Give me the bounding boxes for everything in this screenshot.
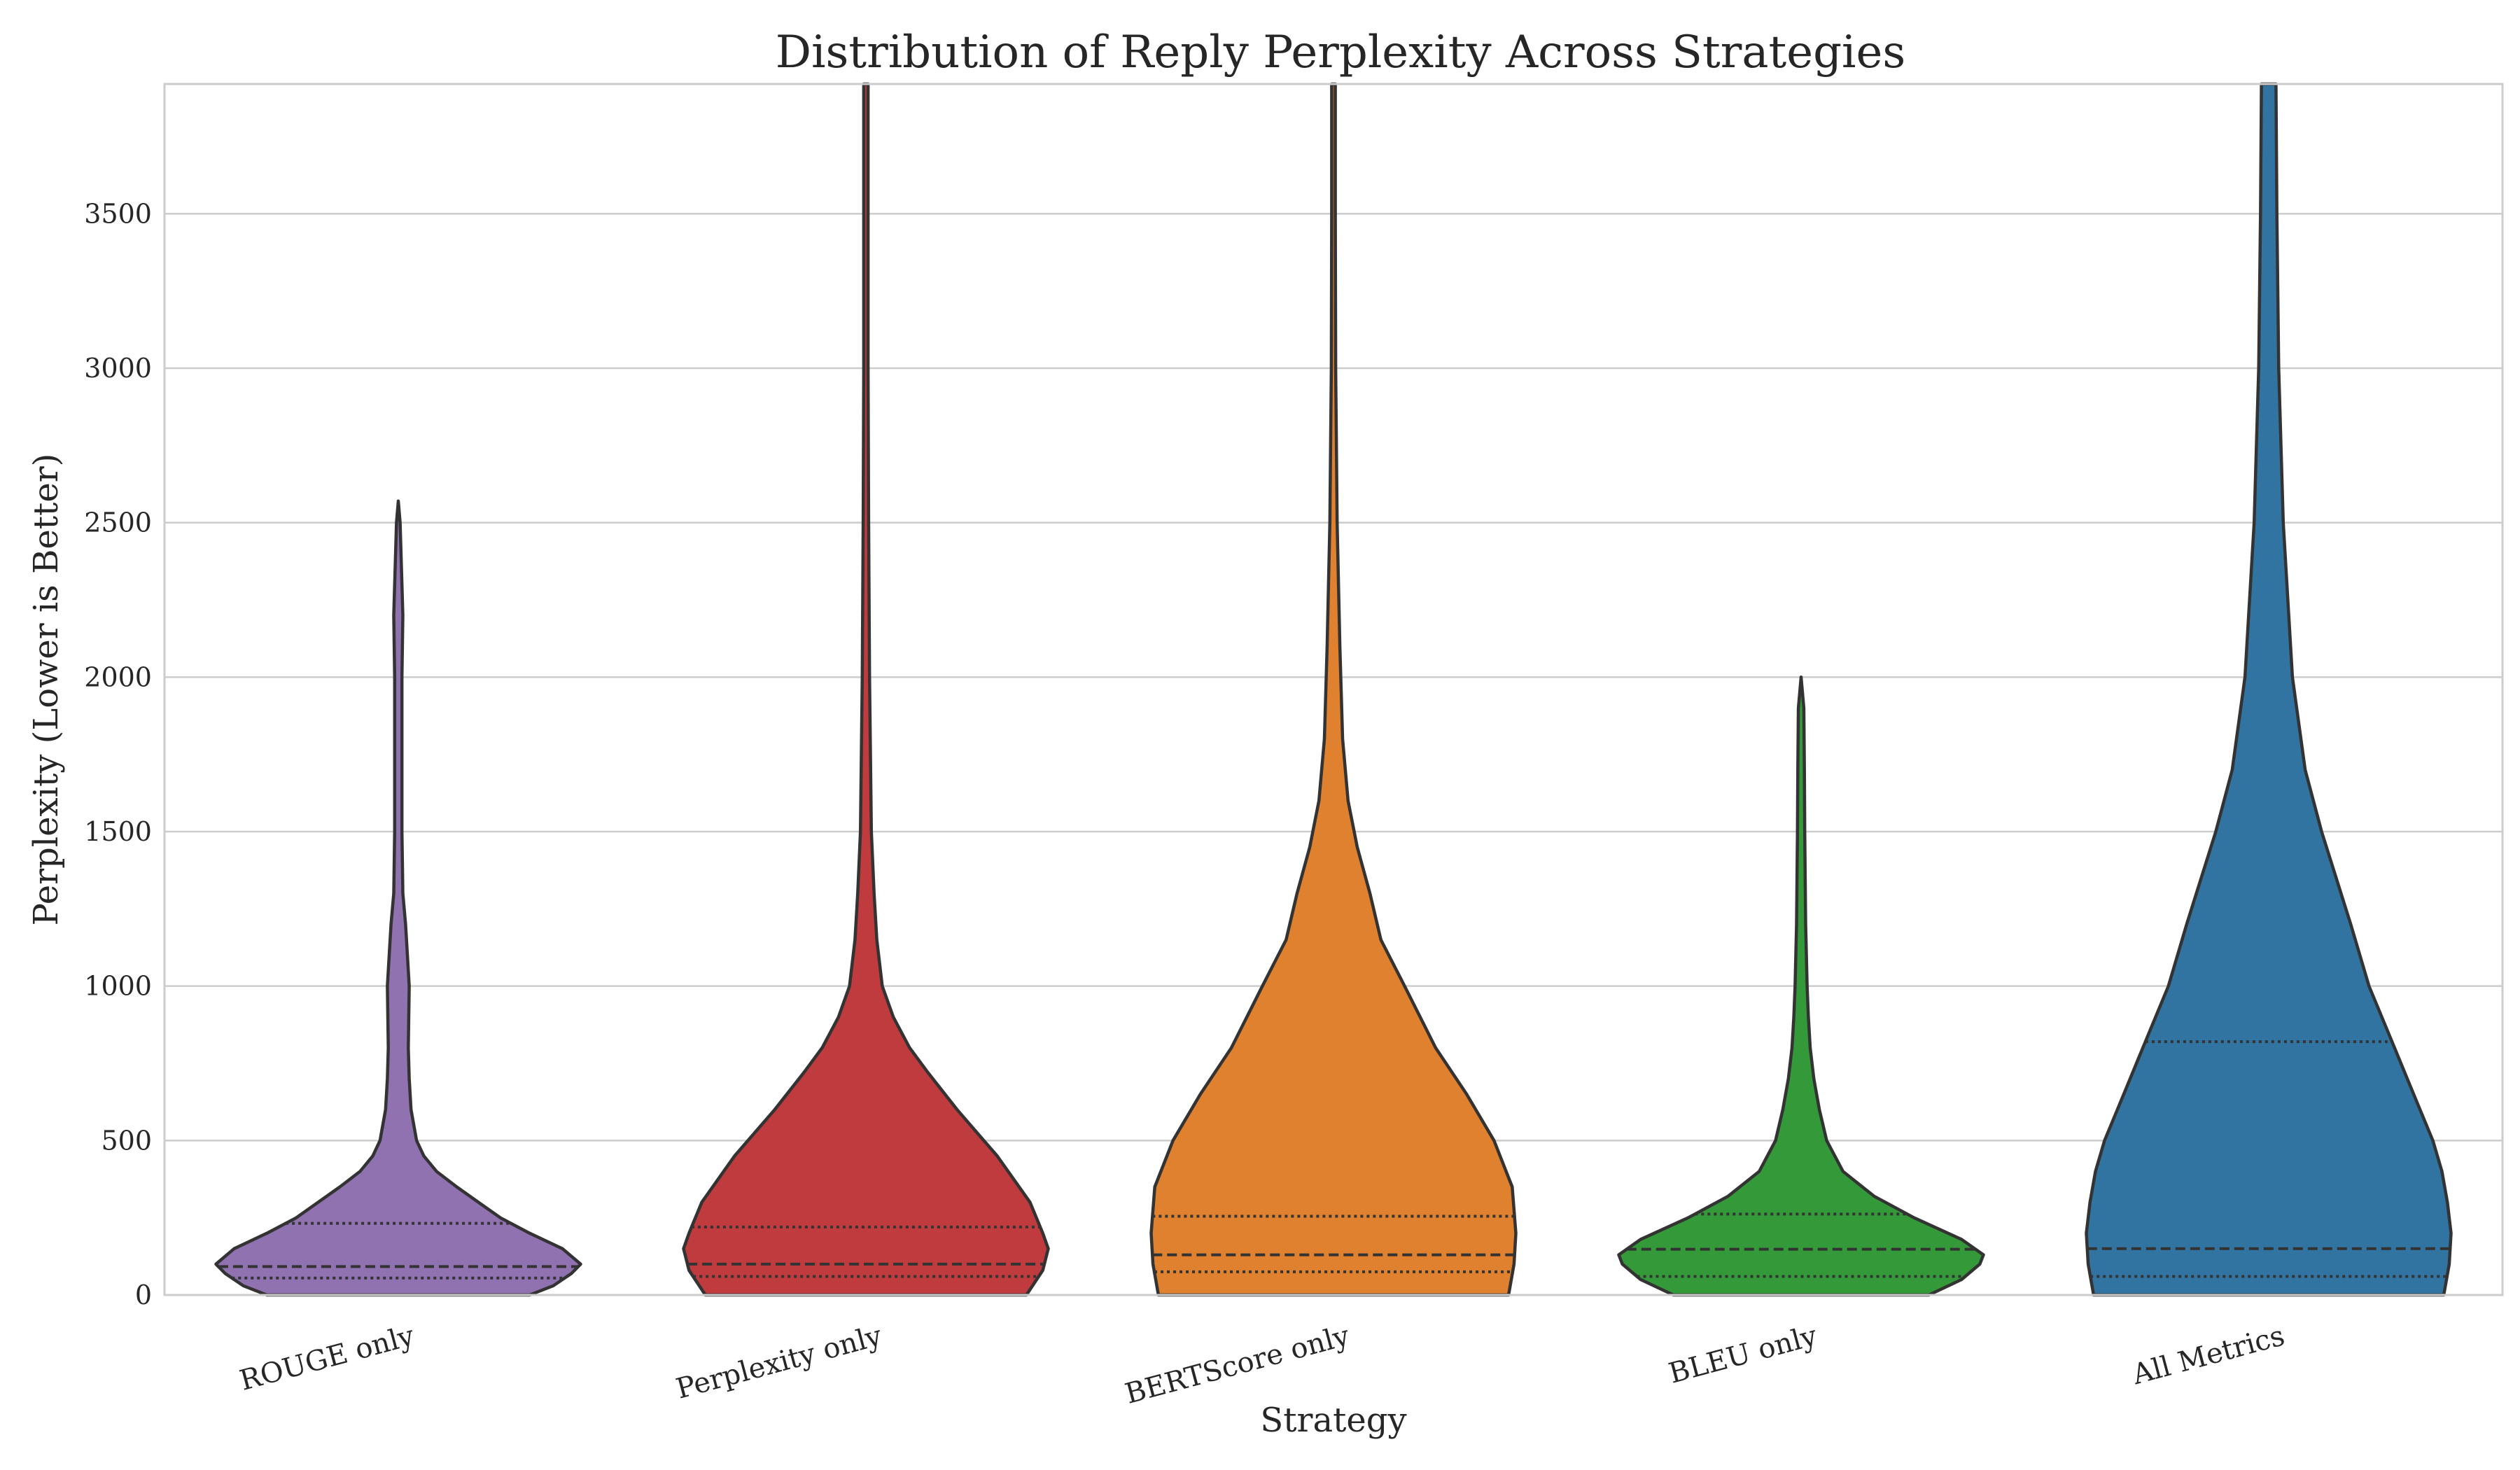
violin-group-bertscore-only	[1149, 82, 1518, 1297]
x-tick-label-all-metrics: All Metrics	[2129, 1320, 2288, 1391]
y-tick-label: 1000	[84, 971, 152, 1002]
y-tick-label: 3500	[84, 198, 152, 229]
violin-group-all-metrics	[2085, 82, 2453, 1297]
violin-rouge-only	[214, 499, 582, 1297]
violin-group-rouge-only	[214, 499, 582, 1297]
y-tick-label: 500	[101, 1125, 152, 1156]
x-axis-label: Strategy	[1260, 1401, 1406, 1440]
category-label-layer: ROUGE only Perplexity only BERTScore only B…	[237, 1320, 2288, 1410]
y-axis-label: Perplexity (Lower is Better)	[27, 454, 66, 926]
violin-all-metrics	[2085, 82, 2453, 1297]
y-tick-label: 0	[135, 1280, 152, 1310]
x-tick-label-rouge-only: ROUGE only	[237, 1320, 418, 1397]
x-tick-label-perplexity-only: Perplexity only	[673, 1320, 886, 1406]
x-tick-label-bleu-only: BLEU only	[1665, 1320, 1821, 1390]
plot-frame	[163, 83, 2504, 1296]
violin-group-bleu-only	[1617, 676, 1985, 1297]
y-tick-label: 2000	[84, 662, 152, 692]
violin-layer	[214, 82, 2453, 1297]
y-tick-label: 1500	[84, 816, 152, 847]
y-tick-label: 3000	[84, 353, 152, 384]
chart-title: Distribution of Reply Perplexity Across …	[776, 27, 1905, 78]
violin-group-perplexity-only	[682, 82, 1050, 1297]
violin-bertscore-only	[1149, 82, 1518, 1297]
tick-layer: 0 500 1000 1500 2000 2500 3000 3500	[84, 198, 152, 1310]
violin-bleu-only	[1617, 676, 1985, 1297]
frame-layer	[163, 83, 2504, 1296]
x-tick-label-bertscore-only: BERTScore only	[1122, 1320, 1353, 1410]
violin-perplexity-only	[682, 82, 1050, 1297]
y-tick-label: 2500	[84, 507, 152, 538]
